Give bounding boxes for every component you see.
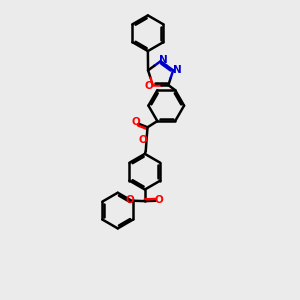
Text: O: O — [154, 195, 163, 205]
Text: O: O — [132, 117, 140, 127]
Text: O: O — [126, 195, 135, 205]
Text: O: O — [138, 135, 147, 145]
Text: O: O — [144, 81, 153, 91]
Text: N: N — [173, 65, 182, 75]
Text: N: N — [159, 55, 167, 64]
